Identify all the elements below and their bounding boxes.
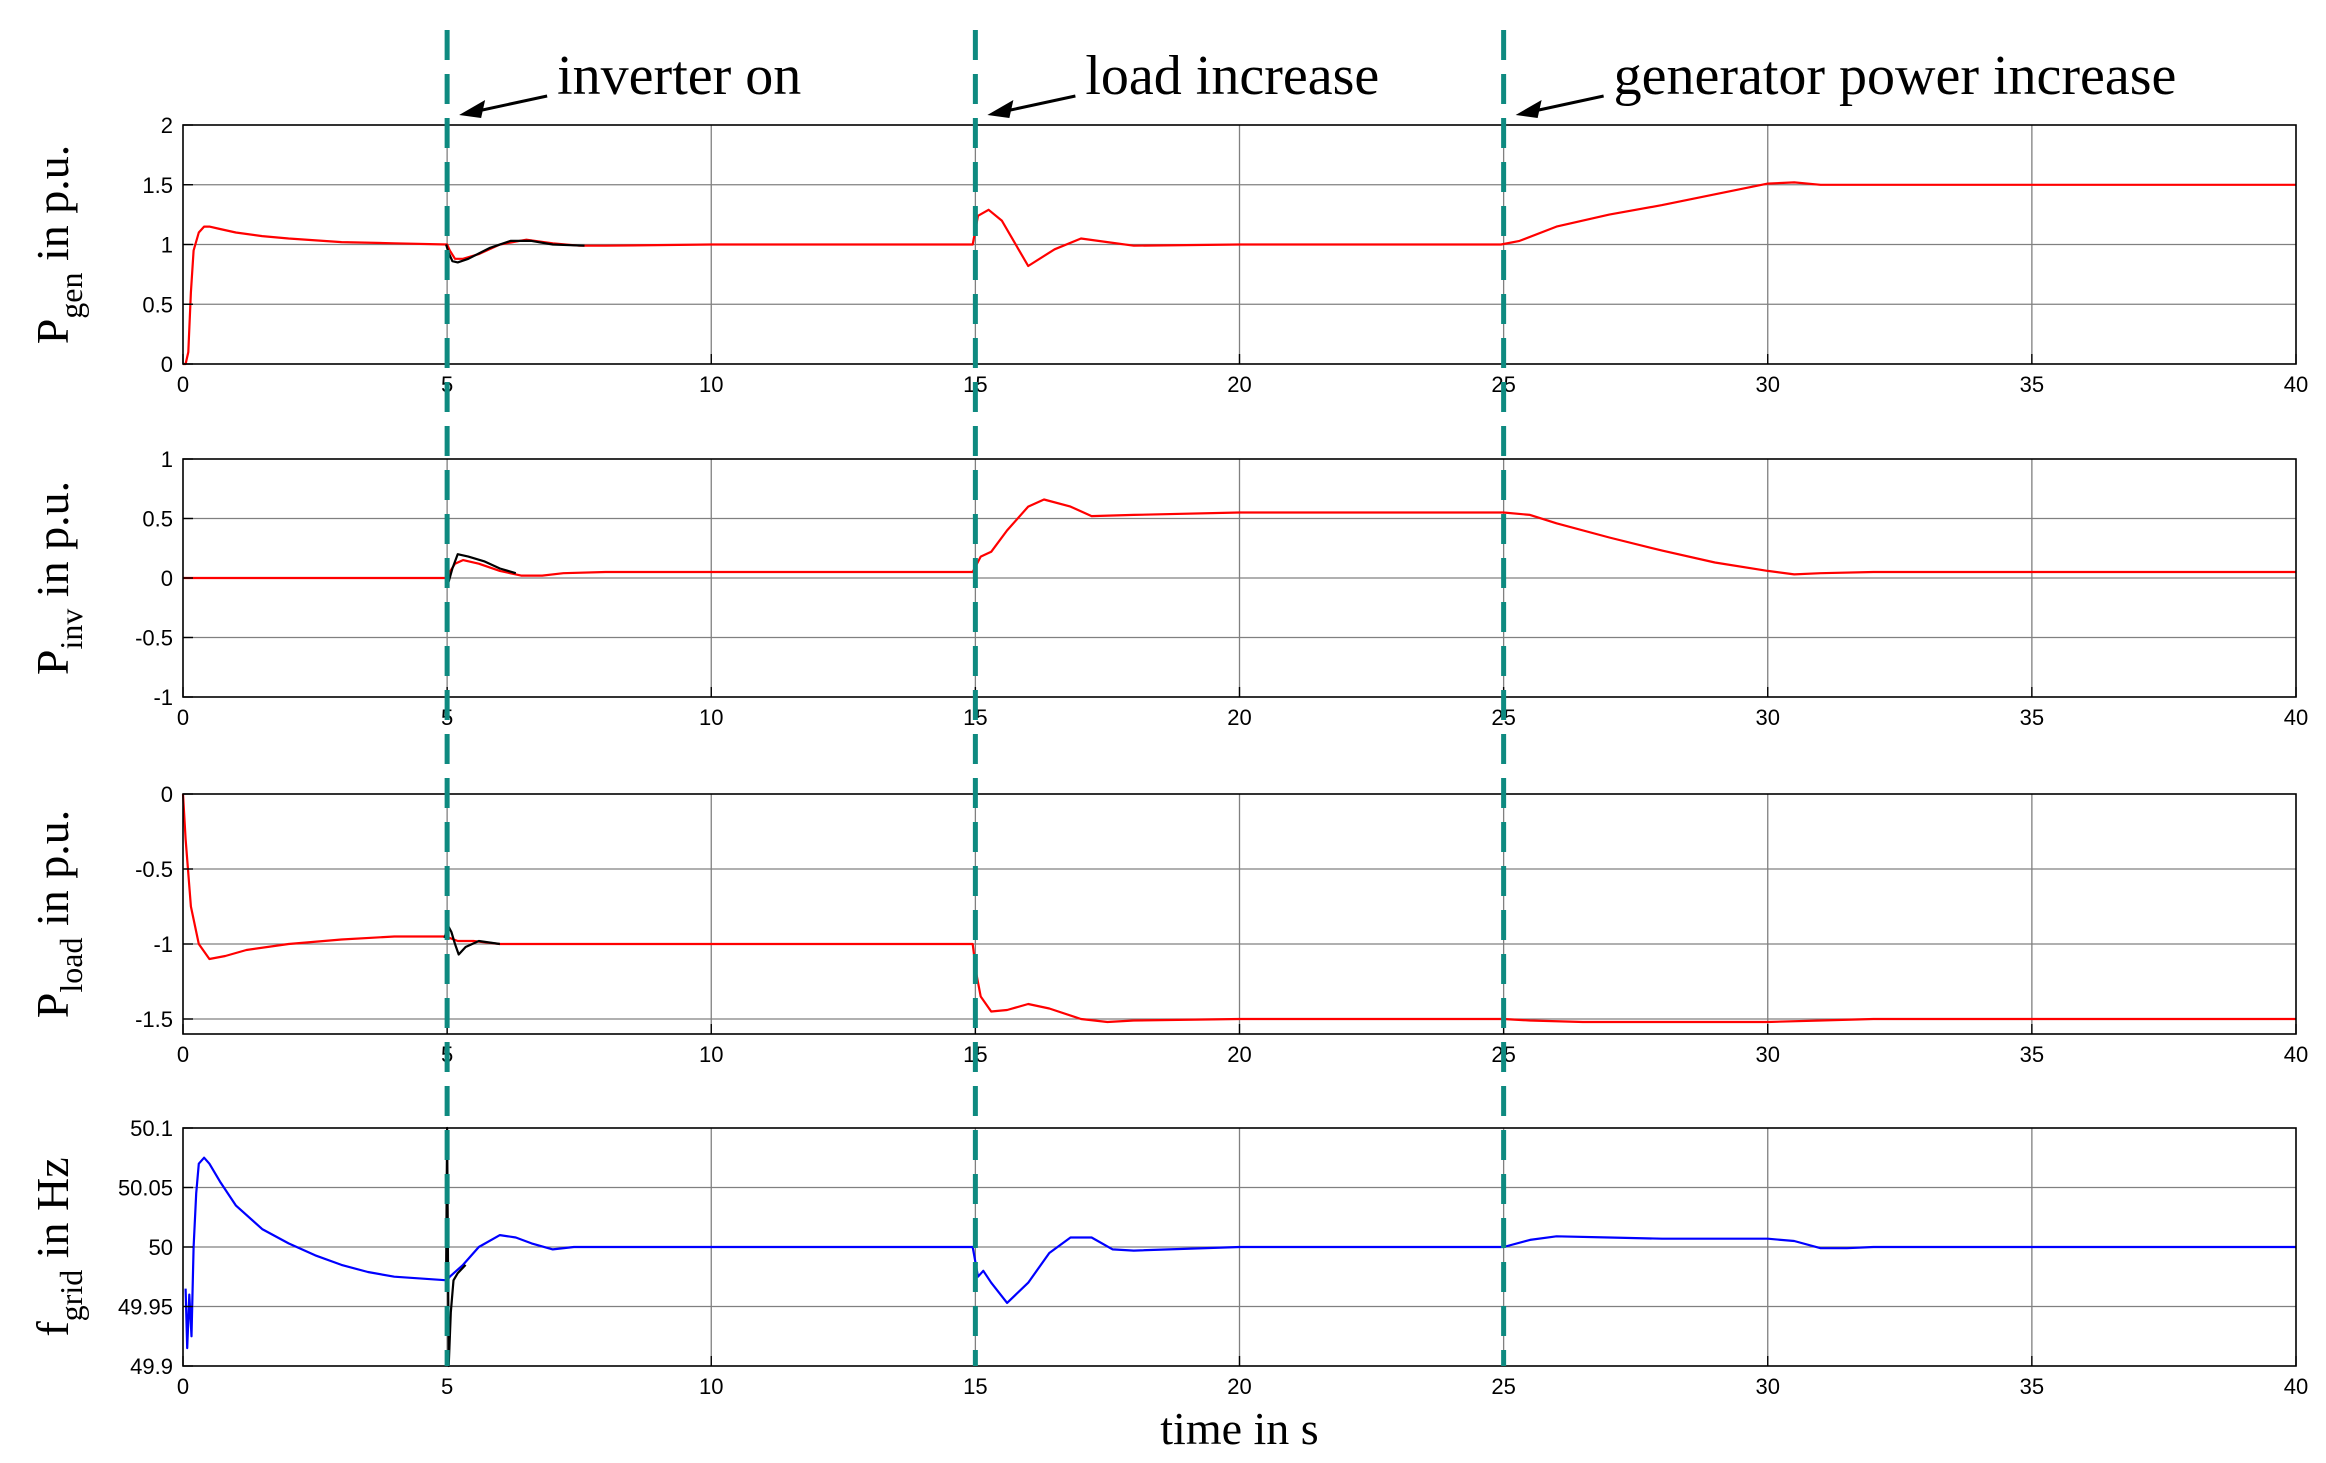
ticks: 0 5 10 15 20 25 30 35 40 49.9 49.95 50 50.05 50.1: [118, 1116, 2308, 1399]
y-axis-label: Pinv in p.u.: [27, 481, 89, 675]
y-tick-label: -0.5: [135, 857, 173, 882]
y-tick-label: 0.5: [142, 292, 173, 317]
x-tick-label: 40: [2284, 1374, 2308, 1399]
event-annotation: load increase: [1085, 45, 1379, 107]
y-axis-label: Pload in p.u.: [27, 810, 89, 1018]
x-tick-label: 0: [177, 1374, 189, 1399]
series-line-1: [183, 181, 2296, 366]
x-tick-label: 20: [1227, 372, 1251, 397]
x-tick-label: 15: [963, 1374, 987, 1399]
y-tick-label: 0.5: [142, 507, 173, 532]
event-arrow-shaft: [1001, 94, 1076, 114]
y-tick-label: 49.9: [130, 1354, 173, 1379]
series-line-2: [445, 239, 585, 264]
event-annotation: generator power increase: [1614, 45, 2177, 107]
y-axis-label: Pgen in p.u.: [27, 145, 89, 345]
y-axis-label: fgrid in Hz: [27, 1157, 89, 1336]
x-tick-label: 10: [699, 1374, 723, 1399]
x-tick-label: 30: [1756, 372, 1780, 397]
x-tick-label: 40: [2284, 705, 2308, 730]
y-tick-label: 50: [149, 1235, 173, 1260]
x-tick-label: 10: [699, 372, 723, 397]
y-tick-label: 0: [161, 566, 173, 591]
event-annotation: inverter on: [557, 45, 801, 107]
x-tick-label: 20: [1227, 1042, 1251, 1067]
y-tick-label: -1.5: [135, 1007, 173, 1032]
event-arrow-head: [459, 100, 486, 118]
event-arrow-shaft: [1529, 94, 1604, 114]
y-tick-label: 2: [161, 113, 173, 138]
x-tick-label: 20: [1227, 705, 1251, 730]
x-tick-label: 30: [1756, 1042, 1780, 1067]
x-tick-label: 0: [177, 372, 189, 397]
series-line-1: [184, 1156, 2296, 1350]
x-tick-label: 35: [2020, 1042, 2044, 1067]
y-tick-label: -1: [153, 685, 173, 710]
y-tick-label: 0: [161, 782, 173, 807]
y-tick-label: 0: [161, 352, 173, 377]
event-markers: inverter on load increase generator power …: [444, 30, 2177, 1366]
x-tick-label: 30: [1756, 1374, 1780, 1399]
y-tick-label: 50.1: [130, 1116, 173, 1141]
x-tick-label: 25: [1491, 1374, 1515, 1399]
y-tick-label: 1: [161, 233, 173, 258]
event-arrow-head: [1515, 100, 1542, 118]
x-tick-label: 30: [1756, 705, 1780, 730]
panel-4: 0 5 10 15 20 25 30 35 40 49.9 49.95 50 50.05 50.1 fgri…: [27, 1116, 2308, 1399]
y-tick-label: -1: [153, 932, 173, 957]
x-tick-label: 20: [1227, 1374, 1251, 1399]
grid: [183, 459, 2296, 697]
event-arrow-head: [987, 100, 1014, 118]
x-tick-label: 35: [2020, 372, 2044, 397]
x-tick-label: 10: [699, 705, 723, 730]
y-tick-label: 1.5: [142, 173, 173, 198]
x-tick-label: 40: [2284, 372, 2308, 397]
x-tick-label: 10: [699, 1042, 723, 1067]
y-tick-label: 50.05: [118, 1176, 173, 1201]
y-tick-label: 49.95: [118, 1295, 173, 1320]
x-tick-label: 40: [2284, 1042, 2308, 1067]
x-tick-label: 35: [2020, 705, 2044, 730]
event-arrow-shaft: [472, 94, 548, 114]
x-tick-label: 0: [177, 1042, 189, 1067]
x-tick-label: 0: [177, 705, 189, 730]
ticks: 051015202530354000.511.52: [142, 113, 2308, 397]
x-axis-label: time in s: [1160, 1403, 1318, 1454]
x-tick-label: 35: [2020, 1374, 2044, 1399]
series-line-1: [183, 498, 2296, 580]
y-tick-label: 1: [161, 447, 173, 472]
series-line-1: [181, 793, 2296, 1024]
y-tick-label: -0.5: [135, 626, 173, 651]
x-tick-label: 5: [441, 1374, 453, 1399]
